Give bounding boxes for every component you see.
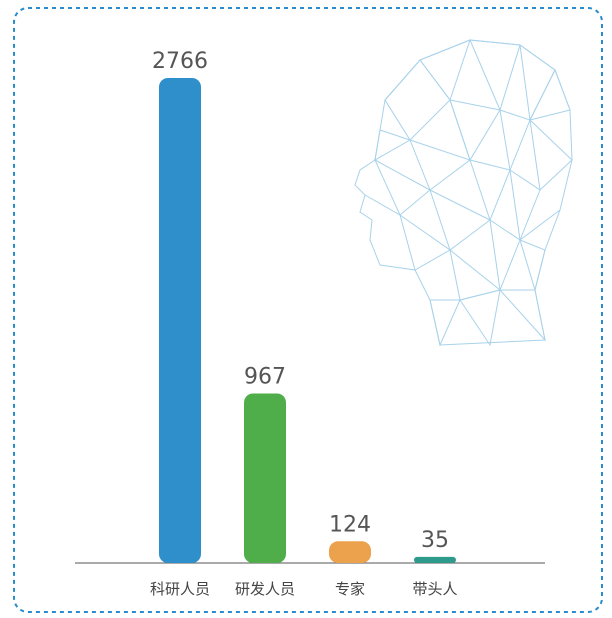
category-label: 科研人员: [150, 580, 210, 598]
value-label: 35: [421, 528, 449, 553]
value-label: 124: [329, 512, 371, 537]
head-illustration: [355, 40, 572, 345]
category-label: 带头人: [412, 580, 457, 598]
bar: [159, 78, 201, 563]
bar: [244, 393, 286, 563]
bar: [414, 557, 456, 563]
frame: [14, 8, 602, 612]
page: {"chart_data": {"type": "bar", "categori…: [0, 0, 612, 618]
value-label: 967: [244, 364, 286, 389]
category-label: 研发人员: [235, 580, 295, 598]
bar: [329, 541, 371, 563]
category-label: 专家: [335, 580, 365, 598]
chart: 2766 科研人员 967 研发人员 124 专家 35 带头人: [0, 0, 612, 618]
value-label: 2766: [152, 49, 208, 74]
